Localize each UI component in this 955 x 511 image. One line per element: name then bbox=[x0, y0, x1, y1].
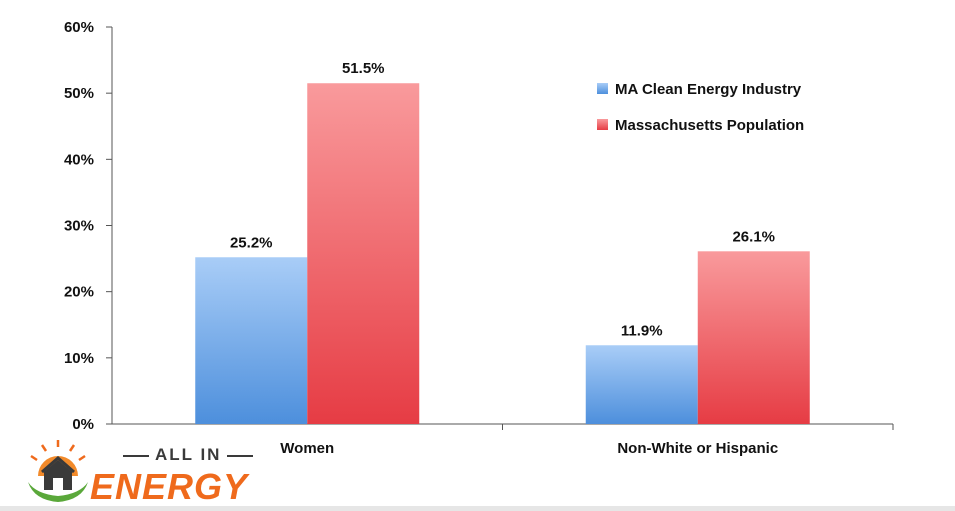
all-in-energy-logo: ALL IN ENERGY bbox=[20, 436, 260, 507]
data-label: 25.2% bbox=[230, 234, 273, 251]
legend-label: MA Clean Energy Industry bbox=[615, 81, 802, 98]
y-tick-label: 30% bbox=[64, 218, 94, 235]
legend-swatch bbox=[597, 119, 608, 130]
logo-line-2: ENERGY bbox=[90, 466, 249, 507]
legend-swatch bbox=[597, 83, 608, 94]
bar bbox=[697, 251, 810, 424]
sun-house-icon bbox=[28, 440, 88, 502]
y-tick-label: 40% bbox=[64, 151, 94, 168]
bar bbox=[585, 345, 698, 424]
bar bbox=[307, 83, 420, 424]
y-tick-label: 0% bbox=[72, 416, 94, 433]
bar bbox=[195, 257, 308, 424]
logo-line-1: ALL IN bbox=[117, 445, 259, 465]
legend-label: Massachusetts Population bbox=[615, 117, 804, 134]
y-tick-label: 20% bbox=[64, 284, 94, 301]
y-tick-label: 10% bbox=[64, 350, 94, 367]
bottom-divider bbox=[0, 506, 955, 511]
data-label: 26.1% bbox=[732, 228, 775, 245]
data-label: 51.5% bbox=[342, 60, 385, 77]
data-label: 11.9% bbox=[621, 322, 663, 339]
x-category-label: Women bbox=[280, 440, 334, 457]
x-category-label: Non-White or Hispanic bbox=[617, 440, 778, 457]
y-tick-label: 60% bbox=[64, 19, 94, 36]
y-tick-label: 50% bbox=[64, 85, 94, 102]
